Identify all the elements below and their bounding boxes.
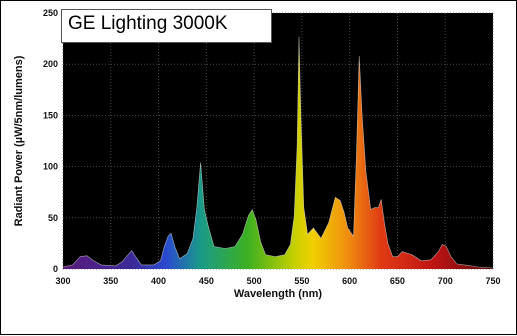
x-tick-label: 350 [103,276,118,286]
x-tick-label: 650 [390,276,405,286]
x-tick-label: 550 [294,276,309,286]
x-tick-label: 750 [485,276,500,286]
y-tick-label: 100 [43,162,58,172]
title-box: GE Lighting 3000K [61,9,272,43]
x-tick-label: 300 [55,276,70,286]
x-tick-label: 400 [151,276,166,286]
y-tick-labels: 0 50 100 150 200 250 [43,8,58,274]
x-axis-label: Wavelength (nm) [234,288,323,300]
x-tick-label: 600 [342,276,357,286]
y-tick-label: 200 [43,59,58,69]
spectrum-line [62,36,494,269]
y-axis-label: Radiant Power (µW/5nm/lumens) [13,55,25,226]
x-tick-label: 500 [247,276,262,286]
x-tick-labels: 300 350 400 450 500 550 600 650 700 750 [55,276,500,286]
x-tick-label: 450 [199,276,214,286]
y-tick-label: 0 [53,264,58,274]
x-tick-label: 700 [438,276,453,286]
y-tick-label: 50 [48,213,58,223]
plot-background [63,13,493,269]
y-tick-label: 150 [43,110,58,120]
y-tick-label: 250 [43,8,58,18]
chart-title: GE Lighting 3000K [68,13,228,34]
